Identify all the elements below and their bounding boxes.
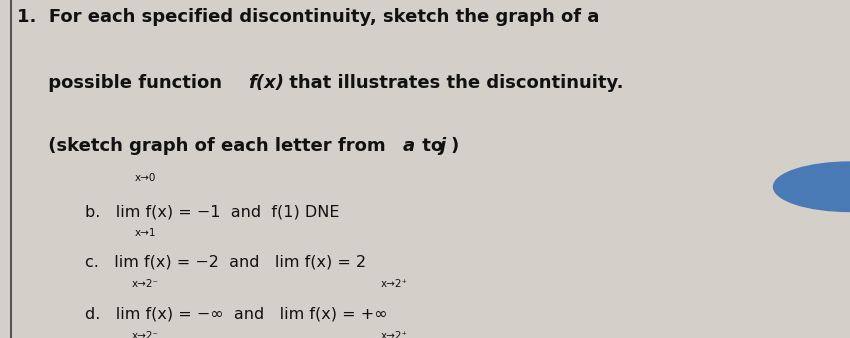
Text: (sketch graph of each letter from: (sketch graph of each letter from [17, 137, 392, 155]
Text: c.   lim f(x) = −2  and   lim f(x) = 2: c. lim f(x) = −2 and lim f(x) = 2 [85, 254, 366, 269]
Text: x→0: x→0 [134, 173, 156, 183]
Text: x→2⁻: x→2⁻ [132, 331, 159, 338]
Text: a: a [403, 137, 415, 155]
Text: to: to [416, 137, 450, 155]
Text: d.   lim f(x) = −∞  and   lim f(x) = +∞: d. lim f(x) = −∞ and lim f(x) = +∞ [85, 306, 388, 321]
Text: j: j [439, 137, 445, 155]
Text: f(x): f(x) [248, 74, 284, 92]
Text: 1.  For each specified discontinuity, sketch the graph of a: 1. For each specified discontinuity, ske… [17, 8, 599, 26]
Text: b.   lim f(x) = −1  and  f(1) DNE: b. lim f(x) = −1 and f(1) DNE [85, 204, 339, 220]
Text: x→2⁺: x→2⁺ [381, 279, 408, 289]
Text: possible function: possible function [17, 74, 229, 92]
Wedge shape [774, 162, 850, 212]
Text: x→2⁺: x→2⁺ [381, 331, 408, 338]
Text: x→2⁻: x→2⁻ [132, 279, 159, 289]
Text: ): ) [450, 137, 459, 155]
Text: x→1: x→1 [134, 228, 156, 238]
Text: that illustrates the discontinuity.: that illustrates the discontinuity. [283, 74, 624, 92]
